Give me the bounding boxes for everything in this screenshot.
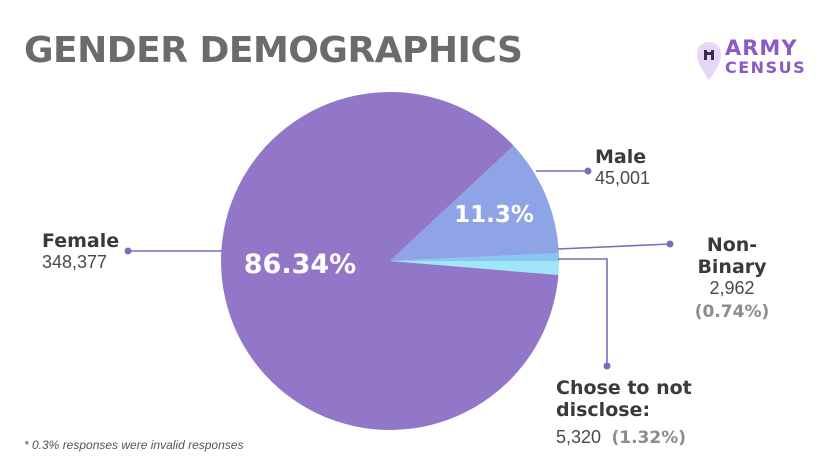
label-undisclosed-name-line2: disclose:: [556, 399, 651, 421]
label-undisclosed-pct: (1.32%): [611, 428, 687, 448]
label-female-name: Female: [42, 230, 120, 252]
label-nonbinary: Non-Binary 2,962 (0.74%): [676, 234, 788, 322]
leader-female-dot: [124, 247, 132, 255]
pie-slice-chose-to-not-disclose: [390, 261, 559, 276]
pie-slice-male: [390, 145, 559, 261]
label-male-value: 45,001: [595, 168, 651, 188]
leader-undisclosed-dot: [603, 362, 611, 370]
leader-male-dot: [584, 167, 592, 175]
leader-nonbinary-line: [557, 243, 671, 250]
leader-nonbinary-dot: [666, 240, 674, 248]
label-nonbinary-pct: (0.74%): [694, 302, 770, 322]
slice-label-male-pct: 11.3%: [454, 202, 534, 228]
pie-slice-female: [221, 91, 559, 430]
leader-undisclosed-line: [558, 258, 608, 366]
label-male-name: Male: [595, 146, 647, 168]
label-male: Male 45,001: [595, 146, 650, 189]
label-nonbinary-name: Non-Binary: [697, 234, 767, 278]
slice-label-female-pct: 86.34%: [244, 249, 356, 280]
logo-line-census: CENSUS: [725, 58, 807, 77]
pie-slice-non-binary: [390, 253, 559, 261]
label-female: Female 348,377: [42, 230, 119, 273]
army-census-logo: ARMY CENSUS: [695, 38, 805, 90]
logo-text: ARMY CENSUS: [725, 38, 806, 78]
label-nonbinary-value: 2,962: [709, 278, 755, 298]
location-pin-icon: [697, 42, 721, 80]
footnote: * 0.3% responses were invalid responses: [24, 438, 244, 452]
label-undisclosed-value: 5,320: [556, 427, 602, 447]
chart-title: GENDER DEMOGRAPHICS: [24, 30, 523, 71]
label-undisclosed: Chose to not disclose: 5,320 (1.32%): [556, 377, 692, 448]
logo-line-army: ARMY: [725, 36, 798, 60]
label-female-value: 348,377: [42, 252, 108, 272]
label-undisclosed-name-line1: Chose to not: [556, 377, 692, 399]
